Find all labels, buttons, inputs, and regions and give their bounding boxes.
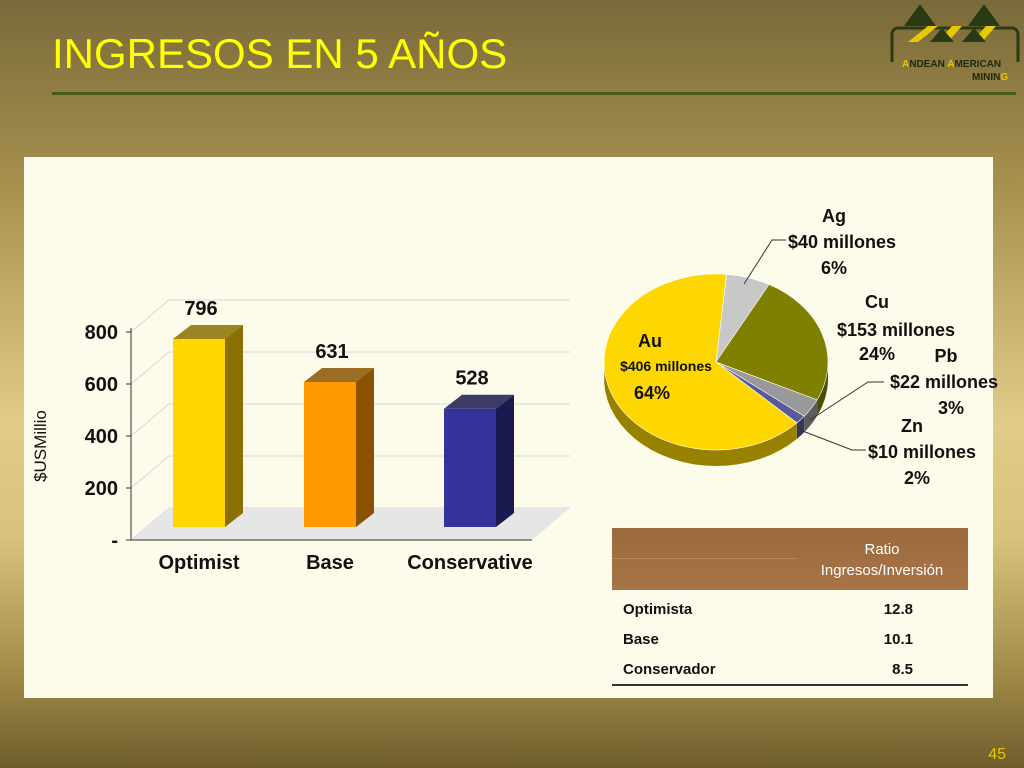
pie-label-amount: $153 millones — [837, 320, 955, 340]
pie-label-name: Ag — [822, 206, 846, 226]
bar-side — [225, 325, 243, 527]
pie-label-amount: $22 millones — [890, 372, 998, 392]
leader-line-ag — [743, 239, 786, 285]
pie-slice — [715, 284, 829, 401]
gridline-depth — [130, 403, 170, 437]
bar — [304, 381, 356, 527]
x-tick-label: Base — [306, 552, 354, 574]
pie-label-percent: 24% — [859, 344, 895, 364]
page-title: INGRESOS EN 5 AÑOS — [52, 30, 508, 77]
pie-label-percent: 3% — [938, 398, 964, 418]
pie-slice-side — [796, 416, 805, 439]
bar-data-label: 528 — [455, 368, 488, 390]
bar-side — [496, 394, 514, 527]
title-divider — [52, 92, 1016, 95]
pie-label-percent: 64% — [634, 383, 670, 403]
header-divider — [612, 558, 797, 559]
table-row: Base 10.1 — [612, 624, 968, 654]
row-value: 12.8 — [883, 600, 913, 618]
y-tick-label: 800 — [85, 322, 118, 344]
bar-data-label: 631 — [315, 341, 348, 363]
row-label: Conservador — [623, 660, 716, 678]
y-tick-label: 400 — [85, 426, 118, 448]
bar-top — [444, 394, 514, 409]
leader-line-pb — [809, 381, 884, 421]
ratio-table: Ratio Ingresos/Inversión Optimista 12.8 … — [612, 528, 968, 686]
pie-label-name: Zn — [901, 416, 923, 436]
bar — [444, 408, 496, 527]
gridline-depth — [130, 299, 170, 333]
gridline-depth — [130, 351, 170, 385]
pie-label-amount: $406 millones — [620, 358, 712, 374]
ratio-table-header: Ratio Ingresos/Inversión — [612, 528, 968, 590]
pie-slice — [603, 273, 798, 451]
table-row: Optimista 12.8 — [612, 594, 968, 624]
bar-top — [173, 325, 243, 340]
row-value: 10.1 — [883, 630, 913, 648]
row-value: 8.5 — [892, 660, 913, 678]
gridline-depth — [130, 455, 170, 489]
bar-data-label: 796 — [184, 298, 217, 320]
pie-slice-side — [817, 361, 828, 416]
y-tick-label: - — [111, 530, 118, 552]
y-tick-label: 200 — [85, 478, 118, 500]
bar-side — [356, 367, 374, 527]
pie-label-amount: $10 millones — [868, 442, 976, 462]
header-text: Ratio Ingresos/Inversión — [782, 539, 982, 581]
pie-slice-side — [804, 399, 818, 433]
pie-label-name: Pb — [934, 346, 957, 366]
pie-label-amount: $40 millones — [788, 232, 896, 252]
table-row: Conservador 8.5 — [612, 654, 968, 684]
pie-label-percent: 2% — [904, 468, 930, 488]
header-line-1: Ratio — [864, 541, 900, 558]
ratio-table-body: Optimista 12.8 Base 10.1 Conservador 8.5 — [612, 594, 968, 686]
header-line-2: Ingresos/Inversión — [820, 562, 944, 579]
company-logo: ANDEAN AMERICAN MINING — [890, 2, 1020, 86]
leader-line-zn — [799, 429, 866, 451]
pie-label-name: Cu — [865, 292, 889, 312]
logo-text-line1: ANDEAN AMERICAN — [902, 59, 1002, 70]
bar — [173, 339, 225, 527]
logo-text-line2: MINING — [972, 72, 1009, 83]
pie-label-name: Au — [638, 331, 662, 351]
row-label: Optimista — [623, 600, 693, 618]
y-tick-label: 600 — [85, 374, 118, 396]
x-tick-label: Optimist — [158, 552, 239, 574]
page-number: 45 — [988, 746, 1006, 763]
bar-top — [304, 367, 374, 382]
pie-label-percent: 6% — [821, 258, 847, 278]
pie-slice-side — [604, 366, 797, 466]
row-label: Base — [623, 630, 659, 648]
x-tick-label: Conservative — [407, 552, 533, 574]
y-axis-label: $USMillio — [31, 410, 50, 482]
